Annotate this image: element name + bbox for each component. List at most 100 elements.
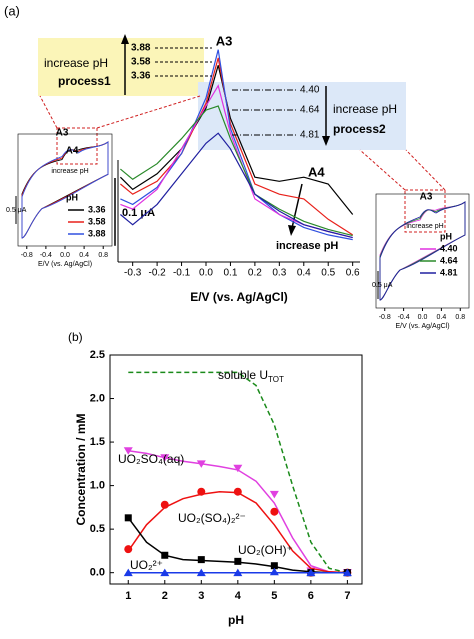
species-subscript: TOT [268,375,284,384]
inset-label: increase pH [406,223,443,230]
inset-x-tick-label: -0.8 [379,314,391,321]
x-tick-label: 0.0 [199,268,213,279]
marker [160,568,170,577]
panel-label: (a) [4,3,20,18]
process-label: increase pH [333,102,397,116]
inset-x-tick-label: 0.8 [455,314,465,321]
inset-x-tick-label: 0.4 [437,314,447,321]
species-label: UO₂(OH)⁺ [238,543,293,557]
process-label: process1 [58,74,111,88]
inset-x-tick-label: 0.0 [60,252,70,259]
marker [160,454,170,462]
inset-x-tick-label: 0.0 [418,314,428,321]
inset-x-tick-label: 0.4 [79,252,89,259]
process-label: process2 [333,122,386,136]
inset-x-tick-label: 0.8 [98,252,108,259]
species-label: UO₂²⁺ [130,558,163,572]
marker [270,507,279,516]
fit-curve [128,371,348,574]
x-tick-label: 0.5 [321,268,335,279]
x-tick-label: 2 [162,590,168,602]
x-tick-label: 0.1 [223,268,237,279]
y-tick-label: 1.0 [90,480,105,492]
cv-curve [120,132,353,239]
legend-title: pH [440,231,452,241]
y-tick-label: 2.0 [90,392,105,404]
marker [161,551,169,559]
marker [196,460,206,468]
ph-label: 4.40 [300,85,320,96]
x-tick-label: -0.1 [173,268,191,279]
x-axis-label: pH [228,613,244,627]
legend-label: 3.88 [88,228,106,238]
marker [270,562,278,570]
x-tick-label: 6 [308,590,314,602]
ph-label: 4.81 [300,130,320,141]
marker [234,557,242,565]
x-tick-label: 3 [198,590,204,602]
inset-scale-label: 0.5 μA [372,282,393,289]
x-tick-label: 0.2 [248,268,262,279]
plot-frame [109,354,363,585]
scale-bar-label: 0.1 μA [122,207,155,219]
zoom-line [96,95,201,129]
marker [269,567,279,576]
trend-label: increase pH [276,240,338,252]
y-tick-label: 2.5 [90,349,105,361]
y-tick-label: 0.5 [90,523,105,535]
species-name: UO₂SO₄(aq) [118,452,184,466]
marker [123,568,133,577]
x-axis-label: E/V (vs. Ag/AgCl) [190,290,288,304]
species-name: UO₂²⁺ [130,558,163,572]
x-tick-label: 0.3 [272,268,286,279]
ph-label: 3.88 [131,43,151,54]
inset-x-axis-label: E/V (vs. Ag/AgCl) [38,261,92,268]
inset-label: A4 [66,146,79,157]
ph-label: 3.36 [131,71,151,82]
zoom-line [405,149,446,191]
marker [123,447,133,455]
marker [233,464,243,473]
marker [306,568,316,577]
inset-curve [379,201,466,301]
x-tick-label: 0.4 [297,268,311,279]
inset-x-tick-label: -0.4 [398,314,410,321]
marker [342,568,352,577]
arrow-head [322,136,330,146]
inset-x-tick-label: -0.4 [40,252,52,259]
marker [124,545,133,554]
x-tick-label: -0.3 [124,268,142,279]
marker [269,490,279,499]
cv-curve [120,105,353,237]
arrow-head [121,34,129,44]
species-label: UO₂(SO₄)₂²⁻ [178,511,246,525]
legend-label: 4.64 [440,255,458,265]
y-axis-label: Concentration / mM [74,413,88,525]
cv-curve [120,49,353,241]
x-tick-label: 7 [344,590,350,602]
marker [233,568,243,577]
zoom-box [404,189,446,233]
marker [197,487,206,496]
y-tick-label: 0.0 [90,567,105,579]
species-name: soluble U [218,368,268,382]
process-label: increase pH [44,56,108,70]
species-label: soluble UTOT [218,368,284,384]
peak-label: A4 [308,164,325,179]
marker [196,568,206,577]
panel-label: (b) [68,330,83,344]
legend-label: 4.40 [440,243,458,253]
zoom-line [359,149,406,191]
zoom-line [39,95,58,129]
inset-label: increase pH [51,168,88,175]
species-name: UO₂(SO₄)₂²⁻ [178,511,246,525]
ph-label: 3.58 [131,57,151,68]
inset-curve [21,141,109,239]
marker [233,487,242,496]
marker [197,556,205,564]
legend-title: pH [66,192,78,202]
peak-label: A3 [216,33,233,48]
inset-label: A3 [420,192,433,203]
legend-label: 3.58 [88,216,106,226]
